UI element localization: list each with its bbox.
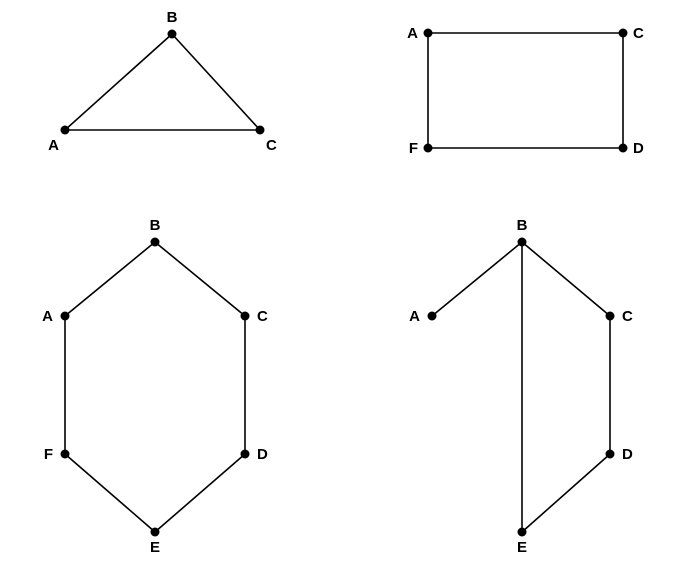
node-label-B: B xyxy=(517,217,528,234)
node-label-D: D xyxy=(633,140,644,157)
node-C xyxy=(241,312,250,321)
node-F xyxy=(424,144,433,153)
diagram-canvas: A B C A C D F B C D E F A A B C D E xyxy=(0,0,683,588)
graph-triangle: A B C xyxy=(48,9,277,154)
node-A xyxy=(61,126,70,135)
node-A xyxy=(428,312,437,321)
node-A xyxy=(424,29,433,38)
node-label-E: E xyxy=(517,539,527,556)
node-B xyxy=(151,238,160,247)
node-B xyxy=(168,30,177,39)
node-C xyxy=(256,126,265,135)
edge-B-C xyxy=(155,242,245,316)
graph-hexagon: B C D E F A xyxy=(42,217,268,556)
node-label-F: F xyxy=(409,140,418,157)
edge-A-B xyxy=(432,242,522,316)
node-D xyxy=(241,450,250,459)
graph-right-graph: A B C D E xyxy=(409,217,633,556)
node-C xyxy=(619,29,628,38)
node-label-D: D xyxy=(622,446,633,463)
node-C xyxy=(606,312,615,321)
node-label-C: C xyxy=(266,137,277,154)
node-label-E: E xyxy=(150,539,160,556)
node-E xyxy=(151,528,160,537)
node-label-A: A xyxy=(48,137,59,154)
node-D xyxy=(619,144,628,153)
node-label-B: B xyxy=(167,9,178,26)
node-E xyxy=(518,528,527,537)
edge-D-E xyxy=(522,454,610,532)
node-label-C: C xyxy=(257,308,268,325)
node-A xyxy=(61,312,70,321)
node-label-C: C xyxy=(633,25,644,42)
edge-A-B xyxy=(65,34,172,130)
node-label-C: C xyxy=(622,308,633,325)
node-F xyxy=(61,450,70,459)
node-label-A: A xyxy=(42,308,53,325)
node-label-A: A xyxy=(409,308,420,325)
node-B xyxy=(518,238,527,247)
node-label-F: F xyxy=(44,446,53,463)
edge-B-C xyxy=(172,34,260,130)
edge-B-C xyxy=(522,242,610,316)
node-label-D: D xyxy=(257,446,268,463)
node-D xyxy=(606,450,615,459)
graph-rectangle: A C D F xyxy=(407,25,644,157)
node-label-A: A xyxy=(407,25,418,42)
edge-E-F xyxy=(65,454,155,532)
edge-A-B xyxy=(65,242,155,316)
edge-D-E xyxy=(155,454,245,532)
node-label-B: B xyxy=(150,217,161,234)
